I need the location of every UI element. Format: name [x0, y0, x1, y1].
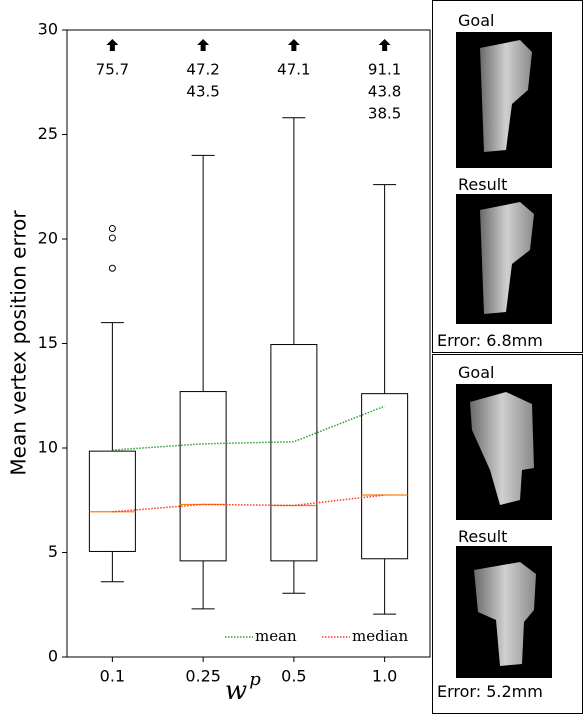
- offscale-arrow: [379, 39, 391, 51]
- panel-result-label: Result: [458, 175, 507, 194]
- y-tick-label: 15: [38, 333, 58, 352]
- flier: [109, 235, 115, 241]
- x-tick-label: 1.0: [372, 667, 397, 686]
- series-line: [112, 406, 384, 450]
- box: [362, 394, 408, 559]
- panel-error: Error: 5.2mm: [437, 682, 543, 701]
- offscale-value: 43.5: [186, 83, 219, 101]
- x-axis-label: w: [225, 676, 247, 706]
- plot-frame: [67, 30, 430, 657]
- panel-goal-label: Goal: [458, 363, 494, 382]
- offscale-value: 38.5: [368, 105, 401, 123]
- offscale-arrow: [197, 39, 209, 51]
- figure: Mean vertex position error w p Goal Resu…: [0, 0, 584, 715]
- flier: [109, 226, 115, 232]
- legend-label: mean: [255, 627, 297, 645]
- box: [89, 451, 135, 551]
- flier: [109, 265, 115, 271]
- x-tick-label: 0.5: [281, 667, 306, 686]
- box: [271, 345, 317, 561]
- x-tick-label: 0.1: [100, 667, 125, 686]
- offscale-value: 47.2: [186, 61, 219, 79]
- y-tick-label: 25: [38, 124, 58, 143]
- offscale-arrow: [106, 39, 118, 51]
- legend-label: median: [352, 627, 408, 645]
- offscale-arrow: [288, 39, 300, 51]
- offscale-value: 43.8: [368, 83, 401, 101]
- x-axis-label-superscript: p: [249, 669, 261, 690]
- panel-goal-label: Goal: [458, 11, 494, 30]
- offscale-value: 91.1: [368, 61, 401, 79]
- series-line: [112, 495, 384, 512]
- panel-result-label: Result: [458, 527, 507, 546]
- y-axis-label: Mean vertex position error: [7, 210, 31, 476]
- y-tick-label: 10: [38, 438, 58, 457]
- page: Mean vertex position error w p Goal Resu…: [0, 0, 584, 715]
- y-tick-label: 5: [48, 542, 58, 561]
- x-tick-label: 0.25: [185, 667, 221, 686]
- y-tick-label: 20: [38, 229, 58, 248]
- offscale-value: 75.7: [96, 61, 129, 79]
- offscale-value: 47.1: [277, 61, 310, 79]
- y-tick-label: 30: [38, 20, 58, 39]
- panel-error: Error: 6.8mm: [437, 331, 543, 350]
- y-tick-label: 0: [48, 647, 58, 666]
- box: [180, 392, 226, 561]
